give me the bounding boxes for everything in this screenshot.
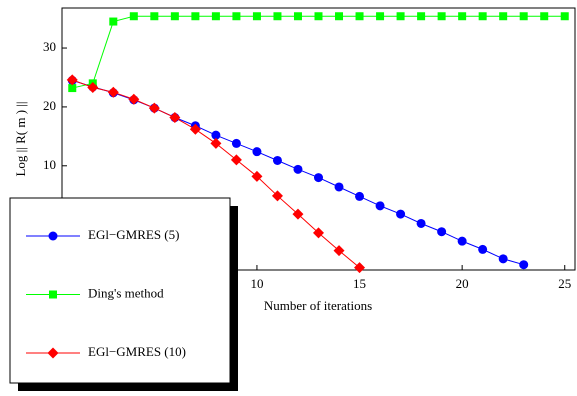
data-point [478,12,487,21]
data-point [87,81,99,93]
data-point [335,12,344,21]
data-point [437,227,447,237]
legend-label: Ding's method [88,285,164,300]
data-point [109,17,118,26]
data-point [128,93,140,105]
data-point [293,12,302,21]
x-tick-label: 20 [456,276,469,291]
data-point [396,209,406,219]
data-point [272,155,282,165]
legend-label: EGl−GMRES (5) [88,227,179,242]
data-point [478,244,488,254]
y-tick-label: 30 [43,39,56,54]
legend-marker [48,231,58,241]
data-point [314,12,323,21]
data-point [293,164,303,174]
y-tick-label: 20 [43,98,56,113]
data-point [169,112,181,124]
data-point [189,123,201,135]
data-point [333,245,345,257]
data-point [334,182,344,192]
x-tick-label: 10 [250,276,263,291]
data-point [396,12,405,21]
data-point [231,138,241,148]
legend-label: EGl−GMRES (10) [88,344,186,359]
data-point [499,12,508,21]
data-point [271,190,283,202]
x-tick-label: 15 [353,276,366,291]
data-point [211,12,220,21]
data-point [376,12,385,21]
data-point [498,254,508,264]
data-point [211,130,221,140]
data-point [458,12,467,21]
data-point [355,191,365,201]
data-point [68,84,77,93]
data-point [148,102,160,114]
data-point [66,74,78,86]
data-point [191,12,200,21]
data-point [251,170,263,182]
plot-frame [61,7,576,271]
y-axis-label: Log || R( m ) || [13,101,28,176]
data-point [540,12,549,21]
data-point [232,12,241,21]
data-point [375,201,385,211]
legend-box [9,197,231,384]
legend-marker [49,290,57,299]
data-point [519,260,529,270]
series-line [72,15,565,89]
legend-marker [47,347,59,359]
data-point [292,208,304,220]
data-point [313,227,324,239]
data-point [210,137,222,149]
data-point [150,12,159,21]
data-point [560,12,569,21]
data-point [355,12,364,21]
x-tick-label: 25 [558,276,571,291]
data-point [354,262,366,274]
data-point [437,12,446,21]
data-point [417,12,426,21]
y-tick-label: 10 [43,157,56,172]
data-point [252,12,261,21]
data-point [416,218,426,228]
data-point [129,12,138,21]
data-point [107,86,119,98]
data-point [170,12,179,21]
data-point [457,236,467,246]
data-point [519,12,528,21]
data-point [252,147,262,157]
data-point [230,154,242,166]
x-axis-label: Number of iterations [264,298,372,313]
data-point [314,173,323,183]
data-point [273,12,282,21]
